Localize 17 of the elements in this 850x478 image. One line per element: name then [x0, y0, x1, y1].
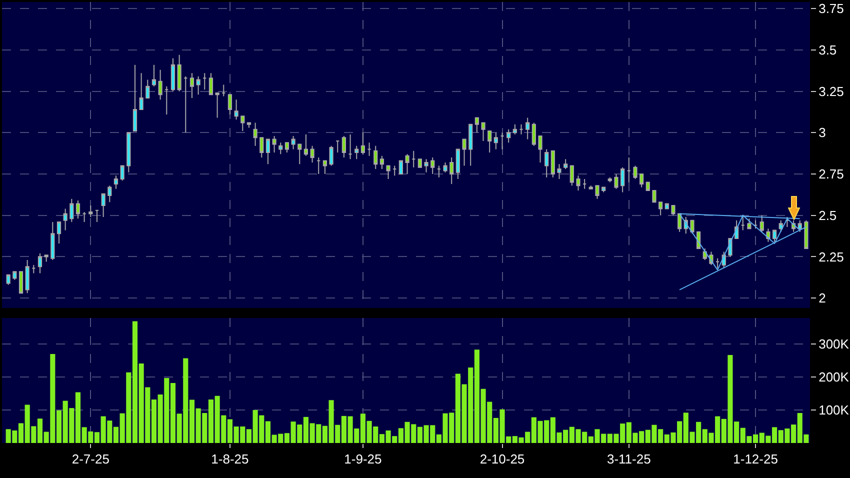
y-tick-label: 100K — [818, 402, 850, 418]
x-tick-label: 2-10-25 — [480, 452, 525, 467]
y-tick-label: 3.25 — [818, 84, 844, 99]
y-tick-label: 2.5 — [818, 208, 837, 223]
y-tick-label: 2 — [818, 290, 826, 306]
y-tick-label: 2.25 — [818, 249, 844, 264]
x-tick-label: 2-7-25 — [72, 452, 110, 467]
y-tick-label: 3.75 — [818, 1, 844, 16]
y-tick-label: 3 — [818, 125, 826, 140]
y-tick-label: 2.75 — [818, 166, 844, 182]
y-tick-label: 300K — [818, 336, 850, 352]
x-tick-label: 1-9-25 — [344, 452, 382, 467]
x-tick-label: 1-12-25 — [733, 452, 778, 467]
y-tick-label: 3.5 — [818, 42, 837, 58]
x-tick-label: 3-11-25 — [606, 452, 651, 467]
x-tick-label: 1-8-25 — [211, 452, 249, 467]
y-tick-label: 200K — [818, 370, 850, 385]
